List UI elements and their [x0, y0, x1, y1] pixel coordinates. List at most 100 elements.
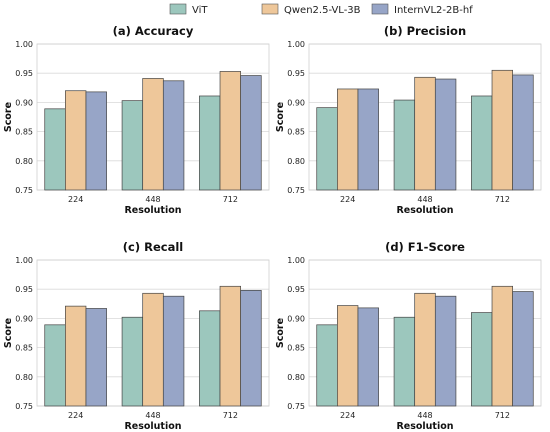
- bar-qwen2-5-vl-3b: [219, 285, 241, 407]
- y-tick-label: 0.80: [15, 157, 33, 166]
- chart-panels: 0.75 0.80 0.85 0.90 0.95 1.00 224 448 712 (a) Acc…: [3, 24, 542, 432]
- bar-internvl2-2b-hf: [240, 75, 262, 191]
- x-tick-label: 224: [68, 411, 83, 420]
- bar-vit: [44, 324, 66, 407]
- y-tick-label: 0.90: [15, 314, 33, 323]
- y-axis-label: Score: [3, 318, 14, 348]
- bar-qwen2-5-vl-3b: [337, 305, 359, 407]
- x-tick-label: 712: [495, 195, 510, 204]
- y-tick-label: 0.90: [287, 98, 305, 107]
- x-tick-label: 448: [145, 411, 160, 420]
- panel-title: (a) Accuracy: [113, 24, 194, 38]
- y-tick-label: 0.95: [15, 69, 33, 78]
- x-tick-label: 712: [223, 411, 238, 420]
- bar-vit: [393, 316, 416, 407]
- y-tick-label: 0.85: [15, 128, 33, 137]
- x-axis-label: Resolution: [124, 421, 181, 432]
- panel-title: (d) F1-Score: [385, 240, 465, 254]
- panel-title: (b) Precision: [384, 24, 466, 38]
- y-tick-label: 0.80: [287, 157, 305, 166]
- y-axis-label: Score: [275, 102, 286, 132]
- x-tick-label: 224: [68, 195, 83, 204]
- bar-internvl2-2b-hf: [85, 91, 107, 191]
- bar-qwen2-5-vl-3b: [142, 78, 164, 191]
- bar-internvl2-2b-hf: [357, 88, 379, 191]
- legend-item: Qwen2.5-VL-3B: [261, 3, 361, 16]
- y-tick-label: 0.95: [287, 285, 305, 294]
- y-tick-label: 0.85: [287, 128, 305, 137]
- bar-internvl2-2b-hf: [512, 74, 534, 191]
- bar-qwen2-5-vl-3b: [414, 76, 436, 191]
- legend-swatch: [371, 3, 389, 15]
- x-tick-label: 224: [340, 411, 355, 420]
- bar-internvl2-2b-hf: [434, 78, 457, 191]
- y-tick-label: 0.85: [15, 344, 33, 353]
- chart-panel: 0.75 0.80 0.85 0.90 0.95 1.00 224 448 712 (b) Pre…: [275, 24, 542, 216]
- y-tick-label: 0.90: [15, 98, 33, 107]
- y-tick-label: 0.90: [287, 314, 305, 323]
- bar-vit: [121, 100, 144, 191]
- y-tick-label: 1.00: [287, 40, 305, 49]
- bar-vit: [199, 310, 221, 407]
- x-axis-label: Resolution: [396, 205, 453, 216]
- bar-qwen2-5-vl-3b: [142, 292, 164, 407]
- x-tick-label: 712: [495, 411, 510, 420]
- bar-internvl2-2b-hf: [85, 308, 107, 407]
- legend-swatch: [169, 3, 187, 15]
- legend-swatch: [261, 3, 279, 15]
- y-tick-label: 1.00: [15, 256, 33, 265]
- bar-qwen2-5-vl-3b: [219, 71, 241, 191]
- bar-vit: [316, 107, 338, 191]
- bar-qwen2-5-vl-3b: [491, 69, 513, 191]
- x-tick-label: 712: [223, 195, 238, 204]
- legend-label: Qwen2.5-VL-3B: [284, 5, 361, 16]
- bar-vit: [471, 95, 493, 191]
- bar-vit: [393, 99, 416, 191]
- y-tick-label: 0.95: [15, 285, 33, 294]
- bar-qwen2-5-vl-3b: [337, 88, 359, 191]
- chart-panel: 0.75 0.80 0.85 0.90 0.95 1.00 224 448 712 (c) Rec…: [3, 240, 270, 432]
- bar-vit: [199, 95, 221, 191]
- y-tick-label: 1.00: [287, 256, 305, 265]
- y-tick-label: 0.95: [287, 69, 305, 78]
- y-axis-label: Score: [275, 318, 286, 348]
- bar-internvl2-2b-hf: [357, 307, 379, 407]
- bar-internvl2-2b-hf: [162, 295, 185, 407]
- bar-internvl2-2b-hf: [512, 291, 534, 407]
- x-axis-label: Resolution: [396, 421, 453, 432]
- legend-item: ViT: [169, 3, 208, 16]
- y-tick-label: 0.75: [15, 186, 33, 195]
- y-tick-label: 0.75: [287, 186, 305, 195]
- legend-item: InternVL2-2B-hf: [371, 3, 473, 16]
- y-tick-label: 0.80: [15, 373, 33, 382]
- bar-qwen2-5-vl-3b: [491, 285, 513, 407]
- bar-internvl2-2b-hf: [162, 80, 185, 191]
- legend-label: InternVL2-2B-hf: [394, 5, 473, 16]
- x-tick-label: 448: [417, 195, 432, 204]
- y-tick-label: 0.75: [15, 402, 33, 411]
- panel-title: (c) Recall: [123, 240, 183, 254]
- bar-internvl2-2b-hf: [240, 290, 262, 407]
- y-tick-label: 0.85: [287, 344, 305, 353]
- legend: ViT Qwen2.5-VL-3B InternVL2-2B-hf: [169, 3, 473, 16]
- y-tick-label: 0.80: [287, 373, 305, 382]
- bar-vit: [316, 324, 338, 407]
- x-tick-label: 448: [417, 411, 432, 420]
- y-axis-label: Score: [3, 102, 14, 132]
- chart-panel: 0.75 0.80 0.85 0.90 0.95 1.00 224 448 712 (a) Acc…: [3, 24, 270, 216]
- bar-internvl2-2b-hf: [434, 295, 457, 407]
- bar-vit: [121, 316, 144, 407]
- bar-vit: [44, 108, 66, 191]
- x-tick-label: 224: [340, 195, 355, 204]
- legend-label: ViT: [192, 5, 208, 16]
- bar-qwen2-5-vl-3b: [65, 90, 87, 191]
- y-tick-label: 1.00: [15, 40, 33, 49]
- bar-qwen2-5-vl-3b: [414, 292, 436, 407]
- x-tick-label: 448: [145, 195, 160, 204]
- chart-panel: 0.75 0.80 0.85 0.90 0.95 1.00 224 448 712 (d) F1-…: [275, 240, 542, 432]
- x-axis-label: Resolution: [124, 205, 181, 216]
- bar-qwen2-5-vl-3b: [65, 305, 87, 407]
- bar-vit: [471, 312, 493, 407]
